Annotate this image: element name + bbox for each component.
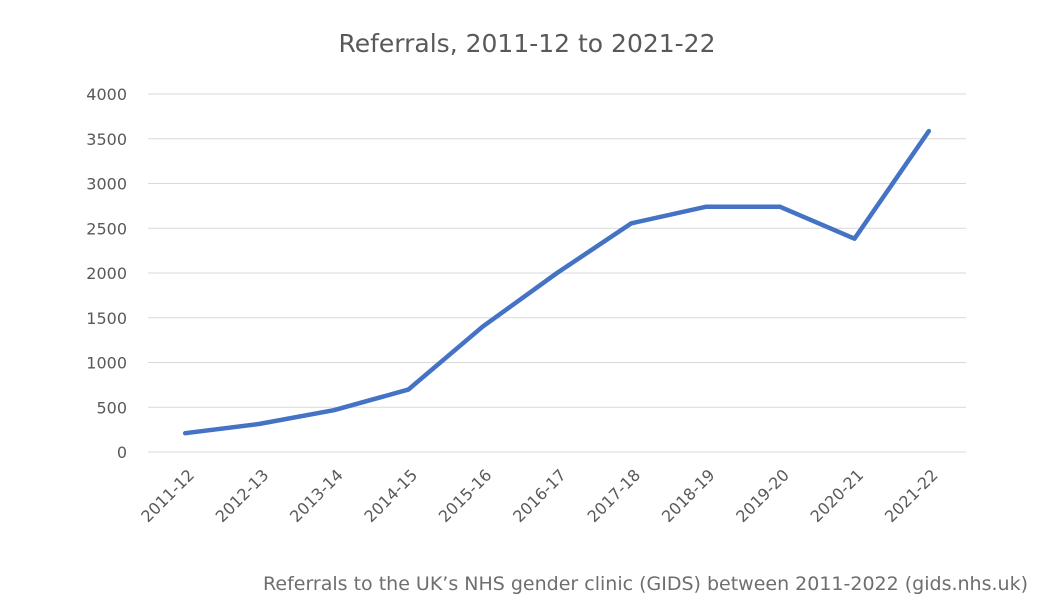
data-point-2017-18 — [628, 220, 634, 226]
x-tick-label: 2019-20 — [732, 465, 793, 526]
x-tick-label: 2020-21 — [807, 465, 868, 526]
x-tick-label: 2018-19 — [658, 465, 719, 526]
x-tick-label: 2012-13 — [212, 465, 273, 526]
y-tick-label: 3000 — [86, 175, 127, 194]
chart-container: Referrals, 2011-12 to 2021-22 0 500 1000 15… — [86, 29, 966, 526]
y-tick-label: 3500 — [86, 130, 127, 149]
data-point-2016-17 — [554, 270, 560, 276]
series-group — [182, 128, 932, 436]
x-tick-label: 2015-16 — [435, 465, 496, 526]
x-tick-label: 2014-15 — [360, 465, 421, 526]
x-axis-tick-labels: 2011-12 2012-13 2013-14 2014-15 2015-16 2016-… — [137, 465, 941, 526]
figure-caption: Referrals to the UK’s NHS gender clinic … — [263, 573, 1028, 595]
series-line-referrals — [182, 128, 932, 436]
chart-title: Referrals, 2011-12 to 2021-22 — [338, 29, 715, 58]
y-tick-label: 2000 — [86, 264, 127, 283]
data-point-2021-22 — [926, 128, 932, 134]
y-axis-tick-labels: 0 500 1000 1500 2000 2500 3000 3500 4000 — [86, 85, 127, 462]
data-point-2015-16 — [480, 324, 486, 330]
y-tick-label: 1500 — [86, 309, 127, 328]
y-tick-label: 2500 — [86, 219, 127, 238]
x-tick-label: 2011-12 — [137, 465, 198, 526]
x-tick-label: 2021-22 — [881, 465, 942, 526]
line-chart: Referrals, 2011-12 to 2021-22 0 500 1000 15… — [86, 29, 966, 526]
x-tick-label: 2013-14 — [286, 465, 347, 526]
x-tick-label: 2016-17 — [509, 465, 570, 526]
y-tick-label: 500 — [96, 398, 127, 417]
data-point-2019-20 — [777, 204, 783, 210]
y-tick-label: 1000 — [86, 354, 127, 373]
data-point-2013-14 — [331, 407, 337, 413]
y-tick-label: 4000 — [86, 85, 127, 104]
y-tick-label: 0 — [117, 443, 127, 462]
data-point-2018-19 — [703, 204, 709, 210]
x-tick-label: 2017-18 — [583, 465, 644, 526]
data-point-2014-15 — [405, 387, 411, 393]
data-point-2020-21 — [851, 236, 857, 242]
data-point-2012-13 — [257, 421, 263, 427]
data-point-2011-12 — [182, 430, 188, 436]
